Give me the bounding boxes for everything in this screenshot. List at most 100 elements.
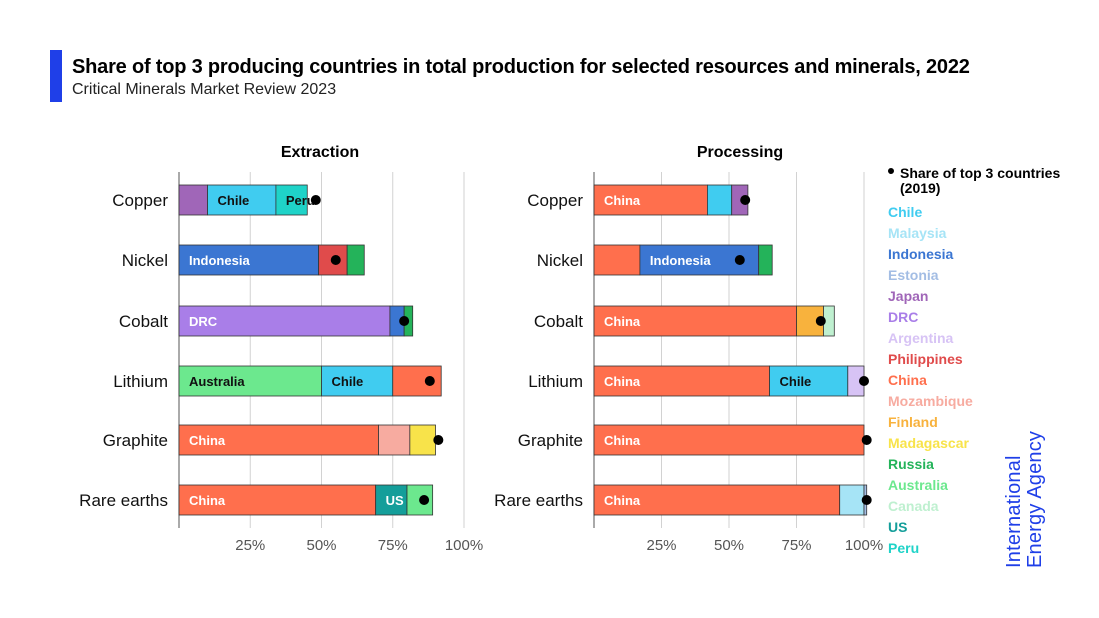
processing-bar-cobalt-finland	[796, 305, 824, 337]
extraction-bar-rare-earths-china	[178, 484, 377, 516]
legend-item-canada: Canada	[888, 498, 939, 514]
processing-marker-2019-lithium	[859, 376, 869, 386]
extraction-bar-label-nickel-indonesia: Indonesia	[189, 253, 250, 268]
extraction-category-label-nickel: Nickel	[122, 251, 168, 270]
legend-item-madagascar: Madagascar	[888, 435, 969, 451]
processing-bar-label-lithium-chile: Chile	[780, 374, 812, 389]
extraction-bar-graphite-mozambique	[378, 424, 411, 456]
legend-item-chile: Chile	[888, 204, 923, 220]
legend-items: Chile Malaysia Indonesia Estonia Japan DRC Arg…	[888, 202, 1099, 559]
extraction-marker-2019-lithium	[424, 376, 435, 386]
legend: Share of top 3 countries (2019) Chile Mal…	[888, 166, 1099, 559]
extraction-x-tick-label: 25%	[235, 537, 265, 554]
processing-category-label-copper: Copper	[527, 191, 583, 210]
processing-bar-label-rare-earths-china: China	[604, 493, 641, 508]
extraction-category-label-copper: Copper	[112, 191, 168, 210]
extraction-bar-nickel-russia	[346, 244, 365, 276]
legend-item-indonesia: Indonesia	[888, 246, 954, 262]
processing-bar-label-cobalt-china: China	[604, 314, 641, 329]
processing-marker-2019-graphite	[861, 435, 872, 445]
processing-marker-2019-rare-earths	[861, 495, 872, 505]
extraction-bar-cobalt-drc	[178, 305, 391, 337]
legend-item-japan: Japan	[888, 288, 929, 304]
extraction-x-tick-label: 100%	[445, 537, 483, 554]
extraction-bar-label-lithium-australia: Australia	[189, 374, 245, 389]
processing-x-tick-label: 25%	[646, 537, 676, 554]
legend-item-estonia: Estonia	[888, 267, 939, 283]
chart-title: Share of top 3 producing countries in to…	[72, 56, 970, 78]
extraction-marker-2019-rare-earths	[419, 495, 430, 505]
extraction-category-label-rare-earths: Rare earths	[79, 491, 168, 510]
extraction-marker-2019-graphite	[433, 435, 444, 445]
iea-logo-line-1: International	[1003, 455, 1025, 568]
extraction-bar-label-cobalt-drc: DRC	[189, 314, 218, 329]
processing-marker-2019-nickel	[734, 255, 745, 265]
extraction-bar-graphite-madagascar	[409, 424, 436, 456]
legend-item-australia: Australia	[888, 477, 948, 493]
processing-bar-label-nickel-indonesia: Indonesia	[650, 253, 711, 268]
extraction-category-label-cobalt: Cobalt	[119, 312, 168, 331]
legend-item-peru: Peru	[888, 540, 920, 556]
processing-category-label-rare-earths: Rare earths	[494, 491, 583, 510]
processing-bar-copper-china	[593, 184, 708, 216]
processing-x-tick-label: 75%	[781, 537, 811, 554]
processing-bar-label-lithium-china: China	[604, 374, 641, 389]
processing-category-label-lithium: Lithium	[528, 372, 583, 391]
extraction-bar-rare-earths-us	[375, 484, 408, 516]
iea-logo-line-2: Energy Agency	[1024, 430, 1046, 568]
extraction-panel-title: Extraction	[281, 144, 359, 161]
legend-marker-label: Share of top 3 countries (2019)	[900, 165, 1061, 196]
extraction-bar-label-rare-earths-us: US	[386, 493, 404, 508]
processing-bar-nickel-china	[593, 244, 641, 276]
extraction-bar-copper-peru	[275, 184, 308, 216]
legend-item-china: China	[888, 372, 927, 388]
legend-marker-entry: Share of top 3 countries (2019)	[888, 166, 1099, 196]
legend-marker-dot	[888, 168, 894, 174]
processing-bar-copper-chile	[707, 184, 733, 216]
extraction-x-tick-label: 50%	[306, 537, 336, 554]
extraction-marker-2019-nickel	[330, 255, 341, 265]
processing-bar-graphite-china	[593, 424, 865, 456]
processing-x-tick-label: 100%	[845, 537, 883, 554]
extraction-bar-label-rare-earths-china: China	[189, 493, 226, 508]
legend-item-mozambique: Mozambique	[888, 393, 973, 409]
legend-item-us: US	[888, 519, 908, 535]
extraction-x-tick-label: 75%	[378, 537, 408, 554]
legend-item-finland: Finland	[888, 414, 938, 430]
extraction-marker-2019-cobalt	[399, 316, 410, 326]
extraction-bar-nickel-indonesia	[178, 244, 320, 276]
extraction-bar-copper-japan	[178, 184, 208, 216]
processing-marker-2019-copper	[740, 195, 751, 205]
processing-category-label-cobalt: Cobalt	[534, 312, 583, 331]
processing-panel-title: Processing	[697, 144, 783, 161]
processing-x-tick-label: 50%	[714, 537, 744, 554]
processing-bar-label-copper-china: China	[604, 193, 641, 208]
processing-bar-lithium-china	[593, 365, 770, 397]
processing-bar-lithium-chile	[769, 365, 849, 397]
extraction-category-label-lithium: Lithium	[113, 372, 168, 391]
legend-item-drc: DRC	[888, 309, 919, 325]
extraction-bar-label-copper-chile: Chile	[218, 193, 250, 208]
extraction-bar-label-lithium-chile: Chile	[332, 374, 364, 389]
extraction-bar-copper-chile	[207, 184, 277, 216]
chart-subtitle: Critical Minerals Market Review 2023	[72, 81, 337, 98]
legend-item-russia: Russia	[888, 456, 934, 472]
extraction-bar-label-graphite-china: China	[189, 433, 226, 448]
extraction-bar-lithium-chile	[321, 365, 394, 397]
iea-logo: International Energy Agency	[1003, 430, 1046, 568]
legend-item-philippines: Philippines	[888, 351, 963, 367]
extraction-bar-label-copper-peru: Peru	[286, 193, 315, 208]
extraction-bar-lithium-australia	[178, 365, 322, 397]
processing-category-label-graphite: Graphite	[518, 431, 583, 450]
extraction-category-label-graphite: Graphite	[103, 431, 168, 450]
extraction-marker-2019-copper	[310, 195, 321, 205]
processing-bar-rare-earths-china	[593, 484, 841, 516]
accent-bar	[50, 50, 62, 102]
processing-category-label-nickel: Nickel	[537, 251, 583, 270]
processing-bar-rare-earths-malaysia	[839, 484, 865, 516]
processing-bar-nickel-russia	[758, 244, 773, 276]
processing-marker-2019-cobalt	[815, 316, 826, 326]
legend-item-argentina: Argentina	[888, 330, 954, 346]
legend-item-malaysia: Malaysia	[888, 225, 947, 241]
